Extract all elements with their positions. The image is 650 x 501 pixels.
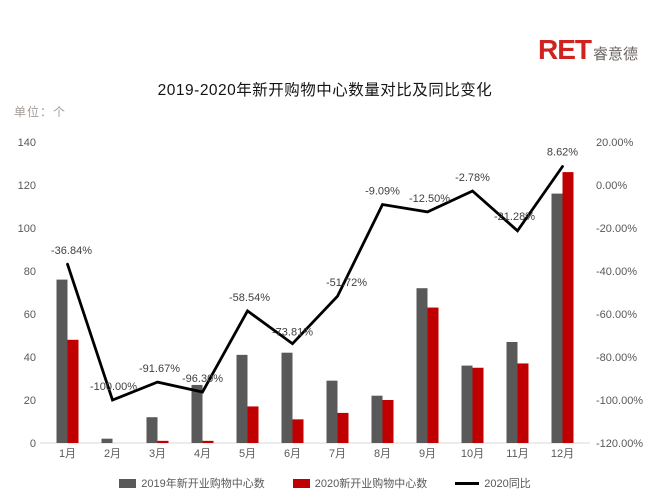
- right-axis-tick: 0.00%: [596, 180, 627, 192]
- legend-label: 2020同比: [484, 478, 531, 490]
- yoy-label: -51.72%: [326, 277, 367, 289]
- right-axis-tick: -80.00%: [596, 352, 637, 364]
- right-axis-tick: -40.00%: [596, 266, 637, 278]
- bar-2020-10月: [472, 367, 484, 443]
- x-axis-label: 9月: [419, 448, 436, 460]
- legend-item: 2019年新开业购物中心数: [119, 475, 265, 491]
- bar-2019-3月: [146, 417, 158, 443]
- left-axis-tick: 20: [24, 395, 36, 407]
- logo-ret-text: RET: [537, 34, 592, 65]
- bar-2019-12月: [551, 193, 563, 443]
- left-axis-tick: 0: [30, 438, 36, 450]
- x-axis-label: 6月: [284, 448, 301, 460]
- yoy-line: [66, 165, 564, 402]
- yoy-label: 8.62%: [547, 146, 578, 158]
- yoy-label: -36.84%: [51, 245, 92, 257]
- bar-2019-10月: [461, 365, 473, 443]
- right-axis-tick: -100.00%: [596, 395, 643, 407]
- bar-2019-6月: [281, 352, 293, 443]
- bar-2020-3月: [157, 440, 169, 443]
- legend-swatch-bar-icon: [119, 478, 137, 488]
- unit-label: 单位：个: [14, 105, 67, 119]
- x-axis-label: 10月: [461, 448, 484, 460]
- bar-2019-9月: [416, 288, 428, 443]
- right-axis-tick: -120.00%: [596, 438, 643, 450]
- bar-2019-2月: [101, 438, 113, 443]
- x-axis-label: 8月: [374, 448, 391, 460]
- yoy-label: -91.67%: [139, 363, 180, 375]
- bar-2019-11月: [506, 341, 518, 443]
- left-axis-tick: 120: [18, 180, 36, 192]
- bar-2019-4月: [191, 384, 203, 443]
- bar-2019-1月: [56, 279, 68, 443]
- yoy-label: -2.78%: [455, 172, 490, 184]
- bar-2020-6月: [292, 419, 304, 443]
- yoy-label: -9.09%: [365, 186, 400, 198]
- bar-2019-8月: [371, 395, 383, 443]
- legend-swatch-line-icon: [455, 481, 480, 485]
- yoy-label: -100.00%: [90, 381, 137, 393]
- yoy-label: -12.50%: [409, 193, 450, 205]
- bar-2020-4月: [202, 440, 214, 443]
- x-axis-label: 7月: [329, 448, 346, 460]
- yoy-label: -21.28%: [494, 211, 535, 223]
- yoy-label: -58.54%: [229, 292, 270, 304]
- x-axis-label: 1月: [59, 448, 76, 460]
- x-axis-label: 2月: [104, 448, 121, 460]
- legend-label: 2019年新开业购物中心数: [141, 478, 265, 490]
- right-axis-tick: -20.00%: [596, 223, 637, 235]
- bar-2020-7月: [337, 412, 349, 443]
- left-axis-tick: 100: [18, 223, 36, 235]
- right-axis-tick: -60.00%: [596, 309, 637, 321]
- chart-legend: 2019年新开业购物中心数 2020新开业购物中心数 2020同比: [0, 472, 650, 494]
- yoy-label: -73.81%: [272, 327, 313, 339]
- bar-2020-11月: [517, 363, 529, 443]
- bar-2019-7月: [326, 380, 338, 443]
- left-axis-tick: 80: [24, 266, 36, 278]
- x-axis-label: 4月: [194, 448, 211, 460]
- legend-item: 2020同比: [455, 475, 531, 491]
- legend-label: 2020新开业购物中心数: [314, 478, 428, 490]
- left-axis-tick: 40: [24, 352, 36, 364]
- left-axis-tick: 60: [24, 309, 36, 321]
- yoy-label: -96.30%: [182, 373, 223, 385]
- bar-2020-8月: [382, 400, 394, 443]
- x-axis-label: 11月: [506, 448, 528, 460]
- right-axis-tick: 20.00%: [596, 137, 634, 149]
- x-axis-label: 12月: [551, 448, 574, 460]
- bar-2020-9月: [427, 307, 439, 443]
- logo: RET 睿意德: [538, 36, 638, 64]
- bar-2020-12月: [562, 172, 574, 443]
- x-axis-label: 5月: [239, 448, 256, 460]
- bar-2020-5月: [247, 406, 259, 443]
- legend-swatch-bar-icon: [292, 478, 310, 488]
- bar-2019-5月: [236, 354, 248, 443]
- combo-chart: 140 120 100 80 60 40 20 0 20.00% 0.00% -20.00% -40.…: [18, 137, 644, 460]
- left-axis-tick: 140: [18, 137, 36, 149]
- logo-company-name: 睿意德: [592, 46, 638, 63]
- chart-title: 2019-2020年新开购物中心数量对比及同比变化: [157, 82, 493, 99]
- x-axis-label: 3月: [149, 448, 166, 460]
- bar-2020-1月: [67, 339, 79, 443]
- legend-item: 2020新开业购物中心数: [292, 475, 428, 491]
